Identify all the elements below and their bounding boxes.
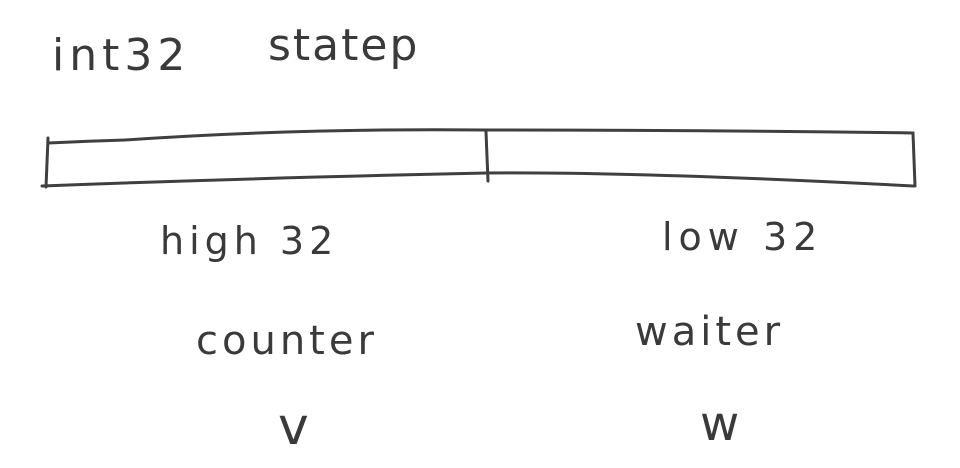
waiter-symbol: w [700, 396, 739, 452]
variable-name: statep [268, 20, 419, 71]
word-bar [40, 128, 917, 189]
bar-top-edge [46, 128, 915, 145]
waiter-label: waiter [635, 309, 784, 355]
counter-label: counter [196, 318, 378, 364]
bar-left-edge [44, 136, 50, 189]
bar-bottom-edge [40, 171, 915, 188]
bar-divider [484, 130, 490, 183]
counter-symbol: v [278, 397, 309, 457]
high-bits-label: high 32 [160, 219, 338, 263]
low-bits-label: low 32 [662, 215, 823, 259]
bar-right-edge [911, 131, 917, 188]
type-label: int32 [52, 30, 190, 81]
